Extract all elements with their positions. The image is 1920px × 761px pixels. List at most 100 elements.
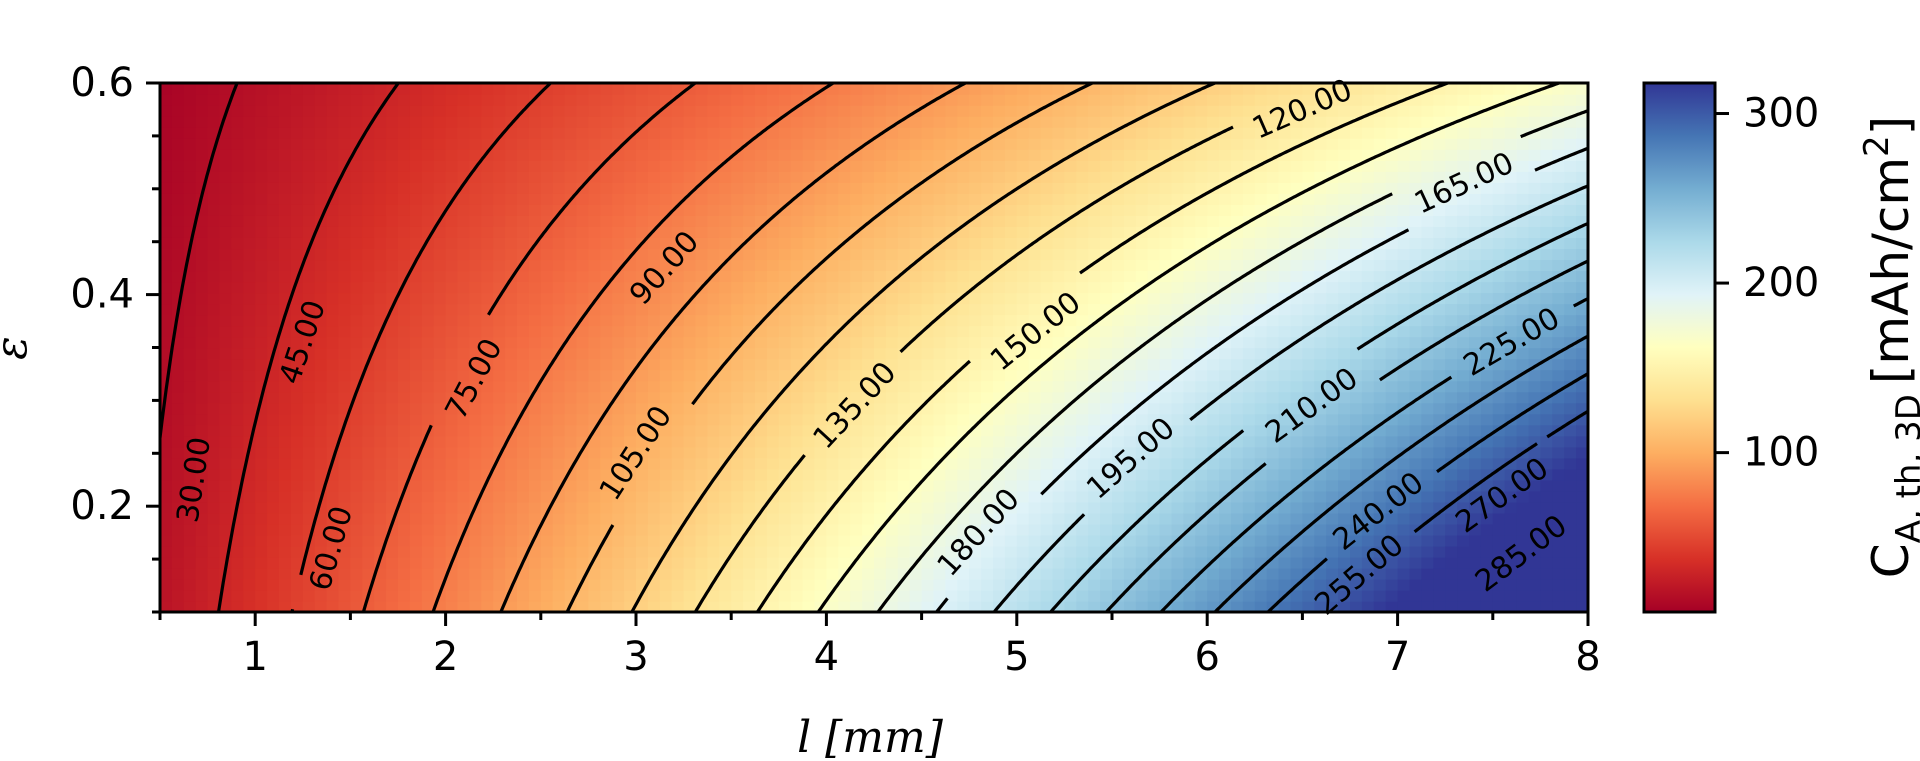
heatmap-cell [481, 556, 494, 569]
heatmap-cell [814, 413, 828, 426]
heatmap-cell [766, 380, 780, 393]
heatmap-cell [1147, 523, 1161, 536]
heatmap-cell [707, 479, 720, 492]
heatmap-cell [612, 578, 625, 591]
heatmap-cell [671, 468, 685, 481]
heatmap-cell [398, 556, 411, 569]
heatmap-cell [481, 215, 494, 227]
heatmap-cell [802, 292, 816, 305]
heatmap-cell [338, 446, 352, 459]
heatmap-cell [1064, 160, 1077, 172]
heatmap-cell [1361, 534, 1375, 547]
heatmap-cell [564, 501, 578, 514]
heatmap-cell [755, 292, 768, 305]
heatmap-cell [219, 182, 233, 194]
heatmap-cell [790, 347, 804, 360]
heatmap-cell [1242, 226, 1256, 238]
heatmap-cell [1088, 391, 1101, 404]
heatmap-cell [1016, 556, 1030, 569]
heatmap-cell [743, 589, 756, 602]
heatmap-cell [778, 347, 792, 360]
heatmap-cell [1373, 116, 1387, 128]
heatmap-cell [826, 314, 839, 327]
heatmap-cell [267, 171, 280, 183]
heatmap-cell [505, 391, 518, 404]
heatmap-cell [647, 281, 661, 294]
heatmap-cell [231, 160, 244, 172]
heatmap-cell [517, 204, 530, 216]
heatmap-cell [207, 127, 221, 139]
heatmap-cell [469, 149, 482, 161]
heatmap-cell [969, 248, 982, 261]
heatmap-cell [160, 424, 173, 437]
heatmap-cell [1219, 600, 1232, 612]
heatmap-cell [814, 94, 828, 106]
heatmap-cell [862, 270, 875, 283]
heatmap-cell [1028, 413, 1042, 426]
heatmap-cell [897, 171, 911, 183]
heatmap-cell [838, 435, 851, 448]
heatmap-cell [671, 149, 685, 161]
heatmap-cell [802, 545, 816, 558]
heatmap-cell [374, 237, 387, 250]
heatmap-cell [1088, 259, 1101, 272]
heatmap-cell [279, 380, 292, 393]
heatmap-cell [374, 501, 387, 514]
heatmap-cell [255, 424, 268, 437]
heatmap-cell [362, 600, 375, 612]
heatmap-cell [326, 292, 340, 305]
heatmap-cell [802, 578, 816, 591]
heatmap-cell [1302, 248, 1315, 261]
heatmap-cell [1100, 116, 1113, 128]
heatmap-cell [1135, 413, 1149, 426]
heatmap-cell [1302, 347, 1315, 360]
heatmap-cell [885, 413, 899, 426]
heatmap-cell [1123, 226, 1137, 238]
heatmap-cell [838, 589, 851, 602]
heatmap-cell [1171, 468, 1185, 481]
heatmap-cell [207, 303, 221, 316]
heatmap-cell [1290, 182, 1304, 194]
heatmap-cell [909, 578, 923, 591]
heatmap-cell [874, 215, 887, 227]
heatmap-cell [183, 226, 197, 238]
heatmap-cell [874, 391, 887, 404]
heatmap-cell [398, 270, 411, 283]
heatmap-cell [398, 600, 411, 612]
heatmap-cell [1314, 369, 1327, 382]
heatmap-cell [457, 226, 471, 238]
heatmap-cell [219, 94, 233, 106]
heatmap-cell [647, 578, 661, 591]
heatmap-cell [755, 391, 768, 404]
heatmap-cell [469, 578, 482, 591]
heatmap-cell [409, 292, 423, 305]
heatmap-cell [826, 391, 839, 404]
heatmap-cell [802, 105, 816, 117]
heatmap-cell [1016, 402, 1030, 415]
heatmap-cell [814, 182, 828, 194]
heatmap-cell [314, 402, 328, 415]
heatmap-cell [743, 435, 756, 448]
heatmap-cell [1135, 182, 1149, 194]
heatmap-cell [1373, 314, 1387, 327]
heatmap-cell [207, 248, 221, 261]
heatmap-cell [1064, 127, 1077, 139]
heatmap-cell [231, 556, 244, 569]
heatmap-cell [671, 160, 685, 172]
heatmap-cell [171, 94, 185, 106]
heatmap-cell [243, 523, 256, 536]
heatmap-cell [1278, 336, 1292, 349]
heatmap-cell [1302, 534, 1315, 547]
heatmap-cell [207, 501, 221, 514]
heatmap-cell [195, 457, 209, 470]
heatmap-cell [957, 446, 970, 459]
heatmap-cell [1385, 149, 1399, 161]
heatmap-cell [600, 479, 613, 492]
heatmap-cell [314, 127, 328, 139]
heatmap-cell [1219, 94, 1232, 106]
heatmap-cell [862, 259, 875, 272]
heatmap-cell [1231, 512, 1244, 525]
heatmap-cell [552, 193, 566, 205]
heatmap-cell [267, 479, 280, 492]
heatmap-cell [398, 578, 411, 591]
